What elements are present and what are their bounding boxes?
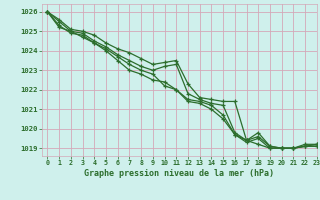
X-axis label: Graphe pression niveau de la mer (hPa): Graphe pression niveau de la mer (hPa) <box>84 169 274 178</box>
